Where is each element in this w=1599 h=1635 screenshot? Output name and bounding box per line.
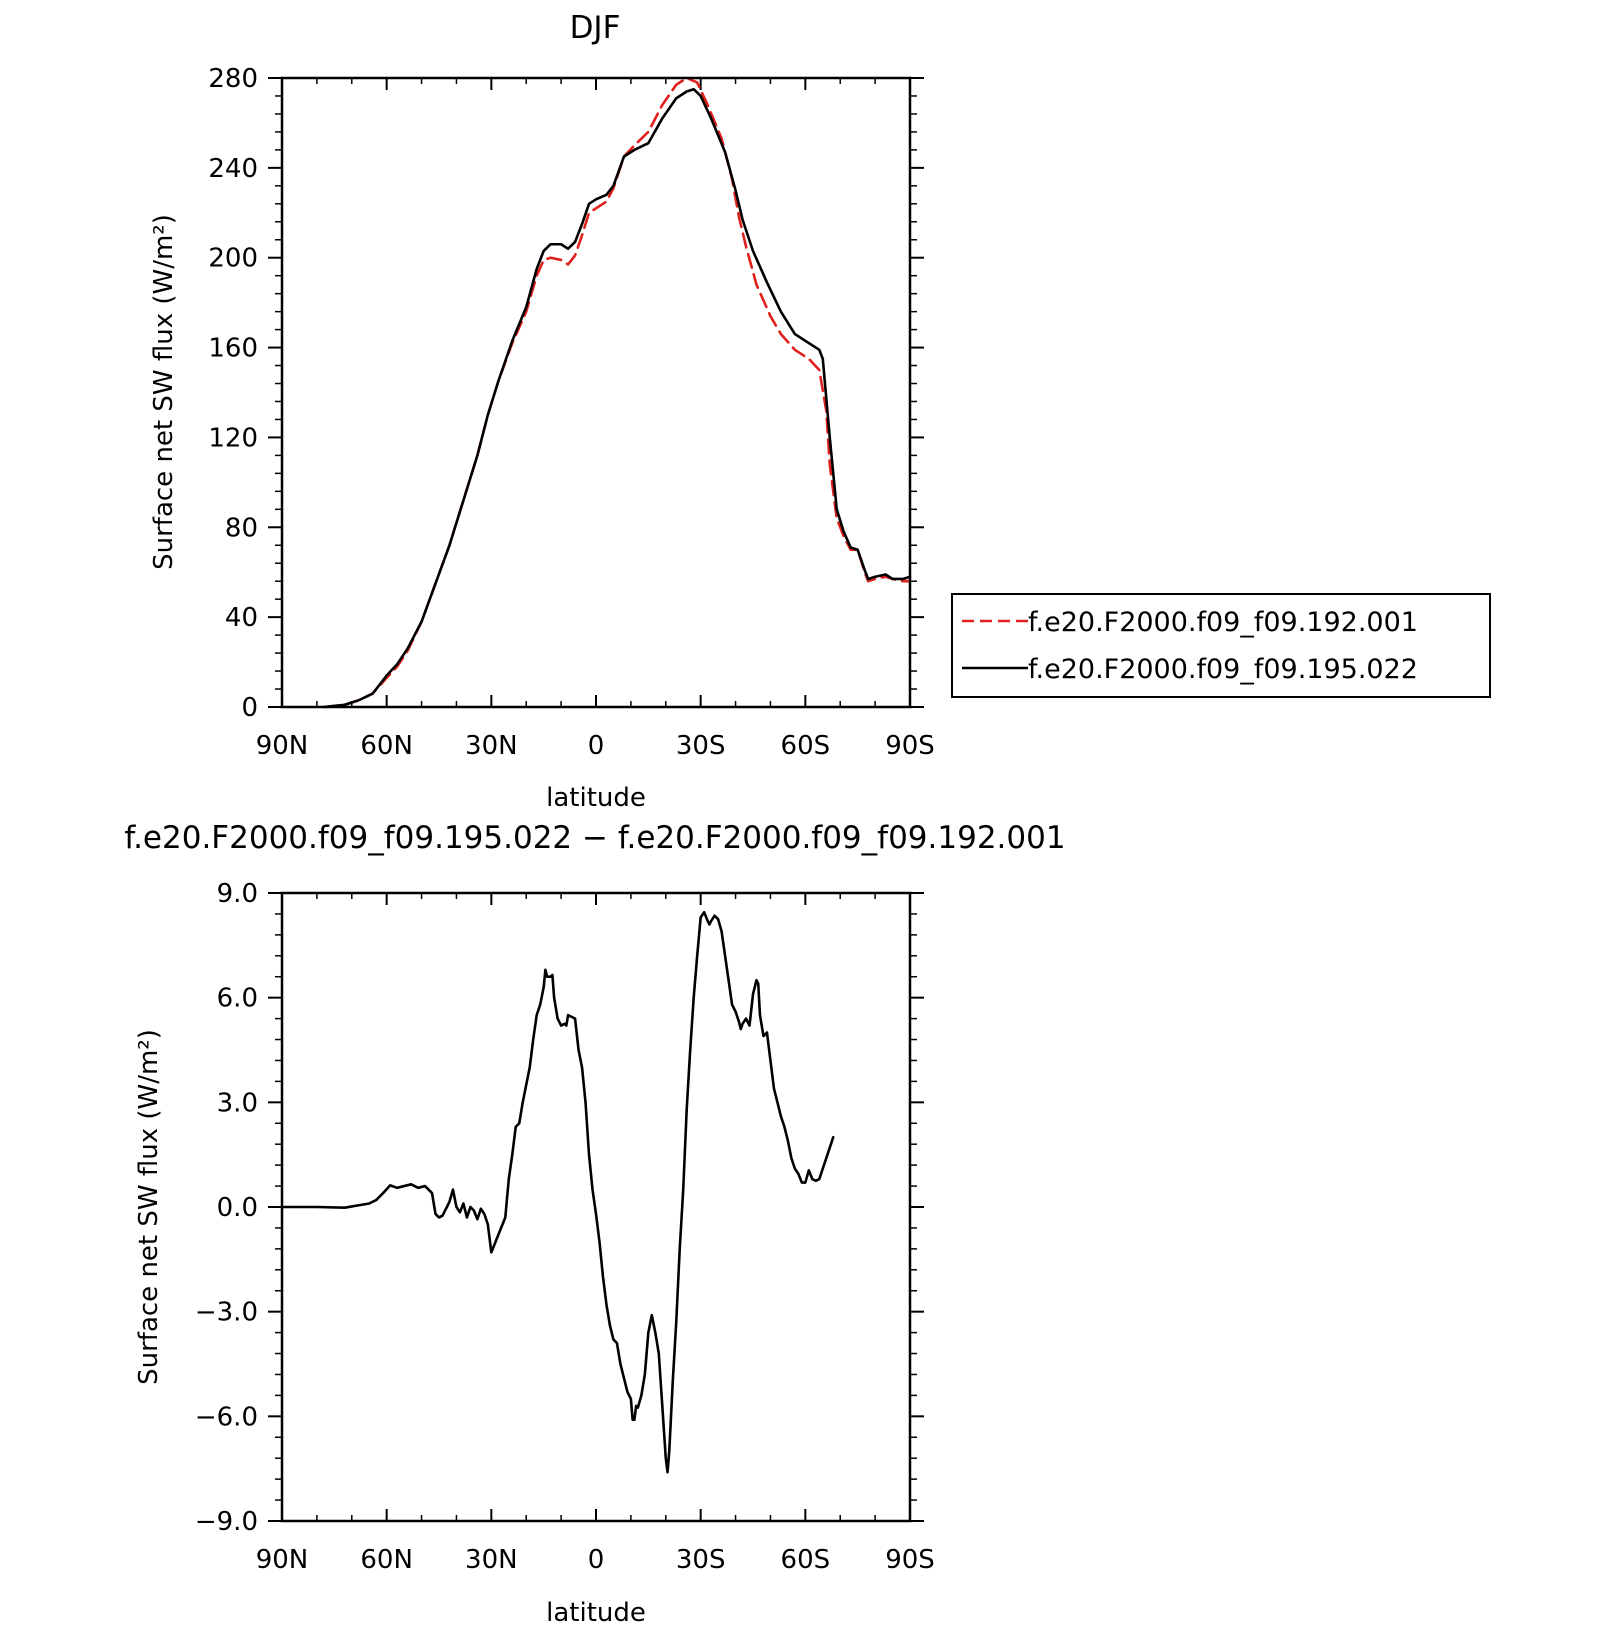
legend-box [951, 593, 1491, 698]
bottom-y-tick-label: −6.0 [195, 1402, 258, 1432]
top-x-tick-label: 60S [781, 731, 831, 761]
bottom-x-tick-label: 30N [465, 1545, 518, 1575]
bottom-x-axis-title: latitude [546, 1598, 646, 1628]
legend-label-195-022: f.e20.F2000.f09_f09.195.022 [1028, 654, 1418, 685]
top-y-tick-label: 200 [208, 244, 258, 274]
top-y-tick-label: 80 [225, 513, 258, 543]
top-x-tick-label: 90N [256, 731, 309, 761]
bottom-y-tick-label: −9.0 [195, 1507, 258, 1537]
bottom-x-tick-label: 60S [781, 1545, 831, 1575]
bottom-y-axis-title: Surface net SW flux (W/m²) [134, 1029, 164, 1385]
top-x-tick-label: 60N [360, 731, 413, 761]
bottom-y-tick-label: −3.0 [195, 1298, 258, 1328]
top-y-axis-title: Surface net SW flux (W/m²) [149, 214, 179, 570]
bottom-x-tick-label: 60N [360, 1545, 413, 1575]
bottom-y-tick-label: 3.0 [217, 1088, 258, 1118]
top-x-axis-title: latitude [546, 783, 646, 813]
bottom-x-tick-label: 90S [885, 1545, 935, 1575]
legend-label-192-001: f.e20.F2000.f09_f09.192.001 [1028, 607, 1418, 638]
top-chart-title: DJF [570, 10, 621, 46]
top-series-group [322, 76, 912, 709]
top-x-tick-label: 90S [885, 731, 935, 761]
top-plot-frame [280, 76, 912, 709]
top-axis-ticks: 90N 60N 30N 0 30S 60S 90S 0 40 80 120 160 200 240 280 [208, 64, 934, 761]
bottom-panel: f.e20.F2000.f09_f09.195.022 − f.e20.F200… [124, 820, 1065, 1628]
top-x-tick-label: 0 [588, 731, 605, 761]
bottom-axis-ticks: 90N 60N 30N 0 30S 60S 90S −9.0 −6.0 −3.0 0.0 3.0 6.0… [195, 879, 935, 1575]
bottom-chart-title: f.e20.F2000.f09_f09.195.022 − f.e20.F200… [124, 820, 1065, 856]
top-y-tick-label: 240 [208, 154, 258, 184]
top-y-tick-label: 160 [208, 334, 258, 364]
legend: f.e20.F2000.f09_f09.192.001 f.e20.F2000.… [951, 593, 1491, 698]
top-y-tick-label: 280 [208, 64, 258, 94]
top-y-tick-label: 120 [208, 423, 258, 453]
bottom-x-tick-label: 30S [676, 1545, 726, 1575]
bottom-x-tick-label: 0 [588, 1545, 605, 1575]
top-x-tick-label: 30N [465, 731, 518, 761]
bottom-plot-frame [280, 891, 912, 1523]
bottom-series-group [280, 910, 835, 1474]
top-y-tick-label: 0 [241, 693, 258, 723]
top-x-tick-label: 30S [676, 731, 726, 761]
bottom-y-tick-label: 6.0 [217, 984, 258, 1014]
bottom-y-tick-label: 0.0 [217, 1193, 258, 1223]
top-series-line-1 [322, 87, 912, 709]
top-y-tick-label: 40 [225, 603, 258, 633]
bottom-x-tick-label: 90N [256, 1545, 309, 1575]
bottom-series-line-0 [280, 910, 835, 1474]
top-panel: DJF 90N 60N 30N 0 30S 60S 90S 0 40 80 120 160 200 240… [149, 10, 1491, 813]
bottom-y-tick-label: 9.0 [217, 879, 258, 909]
